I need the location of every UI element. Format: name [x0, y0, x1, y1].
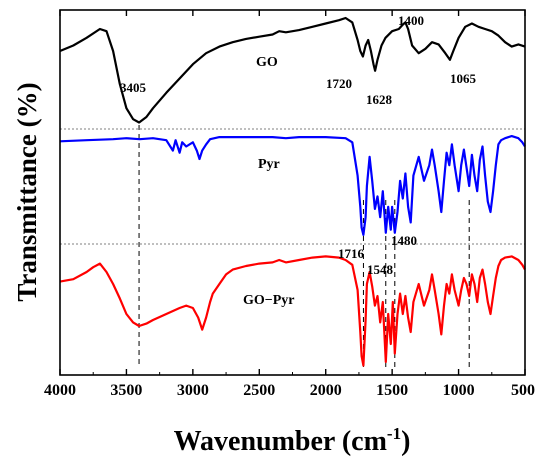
x-tick-label-0: 4000 — [44, 382, 76, 399]
plot-frame — [59, 9, 526, 376]
annotation-1548: 1548 — [367, 262, 394, 277]
series-line-2 — [59, 255, 526, 367]
x-tick-label-5: 1500 — [376, 382, 408, 399]
annotation-3405: 3405 — [120, 80, 147, 95]
annotation-1720: 1720 — [326, 76, 352, 91]
series-label-go: GO — [256, 55, 278, 70]
series-label-go-pyr: GO−Pyr — [243, 293, 295, 308]
x-tick-label-6: 1000 — [443, 382, 475, 399]
x-tick-label-3: 2500 — [243, 382, 275, 399]
annotation-1628: 1628 — [366, 92, 393, 107]
x-axis-label: Wavenumber (cm-1) — [174, 424, 411, 457]
x-tick-label-7: 500 — [511, 382, 535, 399]
annotation-1480: 1480 — [391, 233, 417, 248]
annotation-1400: 1400 — [398, 13, 424, 28]
series-line-1 — [59, 135, 526, 236]
annotation-1716: 1716 — [338, 246, 365, 261]
x-tick-label-4: 2000 — [310, 382, 342, 399]
annotation-1065: 1065 — [450, 71, 477, 86]
x-ticks: 4000 3500 3000 2500 2000 1500 1000 500 — [44, 10, 535, 399]
series-label-pyr: Pyr — [258, 157, 280, 172]
panel-dividers — [60, 128, 525, 245]
y-axis-label: Transmittance (%) — [12, 82, 42, 301]
series-line-0 — [59, 16, 526, 124]
series-layer — [59, 16, 526, 367]
x-tick-label-1: 3500 — [110, 382, 142, 399]
x-tick-label-2: 3000 — [177, 382, 209, 399]
